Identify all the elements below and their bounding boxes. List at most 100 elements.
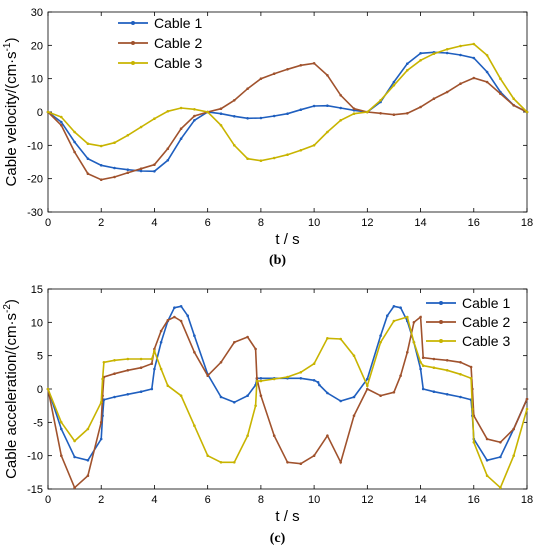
data-point-cable-3 xyxy=(272,377,276,381)
data-point-cable-3 xyxy=(469,377,473,380)
data-point-cable-1 xyxy=(246,117,249,120)
data-point-cable-1 xyxy=(99,164,103,167)
data-point-cable-2 xyxy=(126,171,130,174)
x-tick-label: 6 xyxy=(205,217,211,229)
data-point-cable-1 xyxy=(102,398,106,402)
data-point-cable-2 xyxy=(272,72,276,75)
data-point-cable-1 xyxy=(326,391,329,395)
legend-marker-cable-1 xyxy=(439,301,443,305)
data-point-cable-2 xyxy=(255,377,259,380)
data-point-cable-3 xyxy=(272,156,276,160)
legend-marker-cable-1 xyxy=(131,21,135,25)
data-point-cable-3 xyxy=(60,421,63,424)
data-point-cable-3 xyxy=(366,110,369,114)
data-point-cable-1 xyxy=(326,104,329,107)
data-point-cable-1 xyxy=(459,395,462,399)
data-point-cable-1 xyxy=(150,387,154,391)
data-point-cable-2 xyxy=(60,124,63,127)
data-point-cable-2 xyxy=(512,427,515,431)
data-point-cable-1 xyxy=(126,393,130,396)
legend-label-cable-2: Cable 2 xyxy=(154,35,202,51)
data-point-cable-3 xyxy=(352,112,356,115)
data-point-cable-1 xyxy=(419,52,422,55)
data-point-cable-1 xyxy=(339,106,343,110)
data-point-cable-3 xyxy=(86,427,90,431)
data-point-cable-1 xyxy=(99,437,103,441)
data-point-cable-2 xyxy=(259,394,263,398)
data-point-cable-2 xyxy=(366,387,369,391)
y-tick-label: -10 xyxy=(27,451,43,463)
data-point-cable-1 xyxy=(73,455,76,459)
x-tick-label: 10 xyxy=(308,494,320,506)
data-point-cable-2 xyxy=(99,421,103,424)
x-tick-label: 4 xyxy=(151,494,157,506)
x-tick-label: 0 xyxy=(45,494,51,506)
data-point-cable-1 xyxy=(272,114,276,118)
data-point-cable-3 xyxy=(233,461,236,464)
y-tick-label: -10 xyxy=(27,140,43,152)
y-tick-label: 0 xyxy=(37,384,43,396)
data-point-cable-2 xyxy=(193,351,196,354)
data-point-cable-1 xyxy=(153,170,156,173)
data-point-cable-3 xyxy=(113,141,116,144)
data-point-cable-3 xyxy=(471,407,474,411)
data-point-cable-3 xyxy=(379,99,382,102)
x-tick-label: 10 xyxy=(308,217,320,229)
x-tick-label: 16 xyxy=(468,494,480,506)
y-tick-label: 10 xyxy=(31,317,43,329)
data-point-cable-1 xyxy=(419,367,422,371)
data-point-cable-3 xyxy=(299,371,303,374)
data-point-cable-3 xyxy=(339,337,343,341)
data-point-cable-1 xyxy=(126,168,130,171)
data-point-cable-1 xyxy=(159,341,163,344)
data-point-cable-2 xyxy=(246,335,249,339)
plot-area xyxy=(47,11,528,213)
data-point-cable-1 xyxy=(299,108,303,111)
data-point-cable-1 xyxy=(286,112,289,115)
data-point-cable-3 xyxy=(193,424,196,428)
data-point-cable-2 xyxy=(326,74,329,77)
data-point-cable-2 xyxy=(399,374,402,378)
data-point-cable-3 xyxy=(206,454,209,458)
x-tick-label: 14 xyxy=(414,494,426,506)
data-point-cable-2 xyxy=(326,434,329,438)
data-point-cable-3 xyxy=(419,361,422,364)
data-point-cable-1 xyxy=(352,395,356,399)
data-point-cable-3 xyxy=(246,434,249,438)
data-point-cable-3 xyxy=(406,315,409,319)
data-point-cable-2 xyxy=(286,68,289,71)
data-point-cable-2 xyxy=(166,319,170,322)
data-point-cable-2 xyxy=(86,474,90,478)
data-point-cable-3 xyxy=(392,84,396,87)
plot-area xyxy=(47,288,528,490)
data-point-cable-3 xyxy=(312,144,316,147)
y-axis-label: Cable acceleration/(cm·s-2) xyxy=(2,299,20,479)
data-point-cable-2 xyxy=(139,366,143,370)
data-point-cable-3 xyxy=(102,361,106,364)
legend-label-cable-3: Cable 3 xyxy=(154,55,202,71)
data-point-cable-1 xyxy=(445,51,449,55)
data-point-cable-1 xyxy=(60,427,63,431)
y-tick-label: 10 xyxy=(31,74,43,86)
x-tick-label: 4 xyxy=(151,217,157,229)
data-point-cable-3 xyxy=(459,44,462,48)
data-point-cable-2 xyxy=(86,172,90,175)
data-point-cable-1 xyxy=(421,387,425,391)
y-tick-label: -15 xyxy=(27,484,43,496)
data-point-cable-3 xyxy=(366,384,369,388)
x-tick-label: 14 xyxy=(414,217,426,229)
data-point-cable-3 xyxy=(166,110,170,113)
data-point-cable-2 xyxy=(379,112,382,115)
data-point-cable-2 xyxy=(159,329,163,333)
x-tick-label: 12 xyxy=(361,494,373,506)
data-point-cable-3 xyxy=(326,130,329,134)
data-point-cable-2 xyxy=(99,178,103,181)
data-point-cable-3 xyxy=(406,69,409,72)
x-tick-label: 6 xyxy=(205,494,211,506)
data-point-cable-1 xyxy=(113,166,116,170)
data-point-cable-1 xyxy=(316,381,320,384)
data-point-cable-2 xyxy=(469,365,473,369)
data-point-cable-2 xyxy=(126,369,130,372)
data-point-cable-1 xyxy=(432,390,436,394)
